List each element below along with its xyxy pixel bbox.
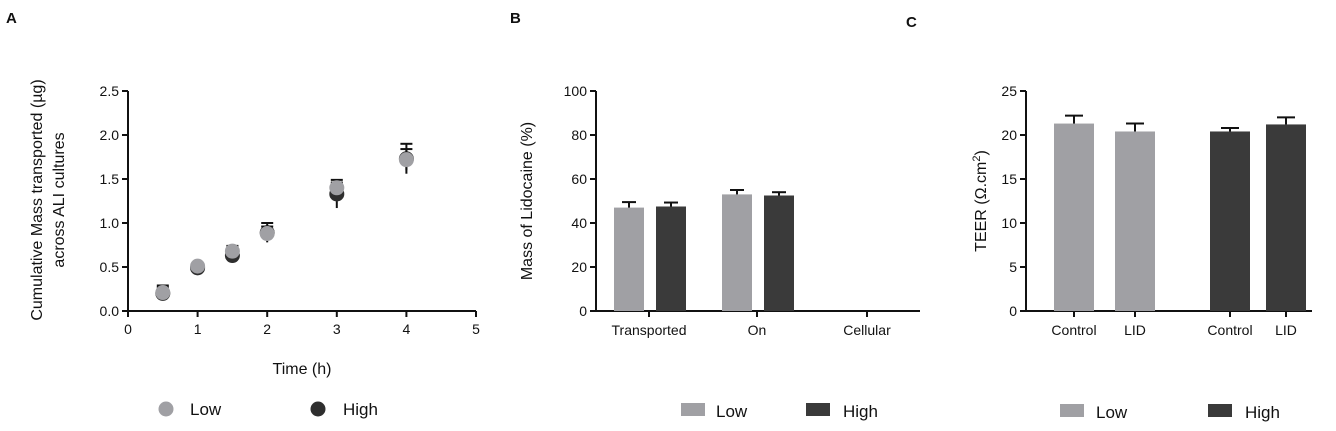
panel-c-letter: C (906, 14, 917, 31)
panel-a-ylabel-line1: Cumulative Mass transported (µg) (29, 79, 46, 320)
panel-c-legend-label-low: Low (1096, 403, 1128, 422)
panel-b-legend-swatch-low (681, 403, 705, 416)
panel-b-y-tick-label: 80 (571, 127, 587, 143)
panel-c-ylabel-close: ) (973, 150, 990, 155)
panel-c-legend: Low High (1060, 403, 1280, 422)
panel-b-y-tick-label: 0 (579, 303, 587, 319)
panel-a-letter: A (6, 10, 17, 27)
panel-a-x-tick-label: 4 (403, 321, 411, 337)
panel-c-bar-low (1054, 123, 1094, 311)
panel-b-legend-swatch-high (806, 403, 830, 416)
panel-b-bars (614, 189, 794, 311)
panel-b-axes: 0 20 40 60 80 100 Transported On Cellular (564, 83, 920, 338)
panel-a-points (155, 142, 414, 301)
panel-c-bars (1054, 114, 1306, 311)
panel-c-ylabel-text: TEER (Ω.cm (973, 162, 990, 252)
panel-c-y-tick-label: 0 (1009, 303, 1017, 319)
panel-c-y-tick-label: 25 (1001, 83, 1017, 99)
panel-c-y-tick-label: 20 (1001, 127, 1017, 143)
panel-a-y-tick-label: 0.5 (100, 259, 120, 275)
panel-a-point-low (329, 180, 345, 196)
panel-c-x-tick-label: Control (1207, 322, 1252, 338)
panel-c-legend-swatch-low (1060, 404, 1084, 417)
panel-c-x-tick-label: LID (1124, 322, 1146, 338)
panel-c-x-tick-label: Control (1051, 322, 1096, 338)
panel-c-bar-low (1115, 131, 1155, 311)
panel-c-bar-high (1266, 124, 1306, 311)
panel-a-x-tick-label: 3 (333, 321, 341, 337)
panel-a-x-tick-label: 5 (472, 321, 480, 337)
panel-a-x-tick-label: 2 (263, 321, 271, 337)
panel-b-x-tick-label: On (748, 322, 767, 338)
panel-b-bar-low (722, 194, 752, 311)
panel-c-ylabel-sup: 2 (971, 156, 983, 162)
panel-b-y-tick-label: 100 (564, 83, 588, 99)
panel-a-point-low (259, 226, 275, 242)
panel-a-ylabel-line2: across ALI cultures (51, 132, 68, 267)
panel-a-y-tick-label: 1.0 (100, 215, 120, 231)
panel-a-y-tick-label: 2.5 (100, 83, 120, 99)
panel-a-x-tick-label: 1 (194, 321, 202, 337)
panel-a-legend-swatch-low (158, 401, 174, 417)
panel-a-legend-swatch-high (310, 401, 326, 417)
panel-a-legend-label-low: Low (190, 400, 222, 419)
panel-b-x-tick-label: Transported (612, 322, 687, 338)
panel-c: C TEER (Ω.cm2) 0 5 10 15 20 25 Control LID Contr… (906, 14, 1312, 422)
panel-c-x-tick-label: LID (1275, 322, 1297, 338)
panel-a-legend: Low High (158, 400, 378, 419)
panel-b-legend-label-low: Low (716, 402, 748, 421)
panel-b-x-tick-label: Cellular (843, 322, 891, 338)
panel-c-legend-swatch-high (1208, 404, 1232, 417)
panel-b-bar-high (764, 195, 794, 311)
panel-a-y-tick-label: 2.0 (100, 127, 120, 143)
panel-b: B Mass of Lidocaine (%) 0 20 40 60 80 100 Tran… (510, 10, 920, 421)
panel-a-point-low (224, 243, 240, 259)
panel-b-y-tick-label: 60 (571, 171, 587, 187)
panel-a-legend-label-high: High (343, 400, 378, 419)
panel-a-point-low (398, 152, 414, 168)
panel-c-y-tick-label: 10 (1001, 215, 1017, 231)
panel-c-bar-high (1210, 131, 1250, 311)
panel-b-ylabel: Mass of Lidocaine (%) (519, 122, 536, 280)
panel-b-legend: Low High (681, 402, 878, 421)
panel-a-y-tick-label: 0.0 (100, 303, 120, 319)
panel-c-legend-label-high: High (1245, 403, 1280, 422)
panel-c-y-tick-label: 15 (1001, 171, 1017, 187)
panel-a-y-tick-label: 1.5 (100, 171, 120, 187)
panel-a-x-tick-label: 0 (124, 321, 132, 337)
panel-b-legend-label-high: High (843, 402, 878, 421)
panel-b-letter: B (510, 10, 521, 27)
panel-c-ylabel: TEER (Ω.cm2) (971, 150, 990, 252)
panel-a-point-low (155, 285, 171, 301)
panel-b-y-tick-label: 20 (571, 259, 587, 275)
panel-b-bar-high (656, 206, 686, 311)
panel-b-bar-low (614, 207, 644, 311)
panel-a-point-low (190, 258, 206, 274)
panel-c-axes: 0 5 10 15 20 25 Control LID Control LID (1001, 83, 1312, 338)
panel-b-y-tick-label: 40 (571, 215, 587, 231)
panel-a-xlabel: Time (h) (273, 361, 332, 378)
panel-c-y-tick-label: 5 (1009, 259, 1017, 275)
panel-a: A Cumulative Mass transported (µg) acros… (6, 10, 480, 419)
panel-a-axes: 0.0 0.5 1.0 1.5 2.0 2.5 0 1 2 3 4 5 (100, 83, 481, 337)
